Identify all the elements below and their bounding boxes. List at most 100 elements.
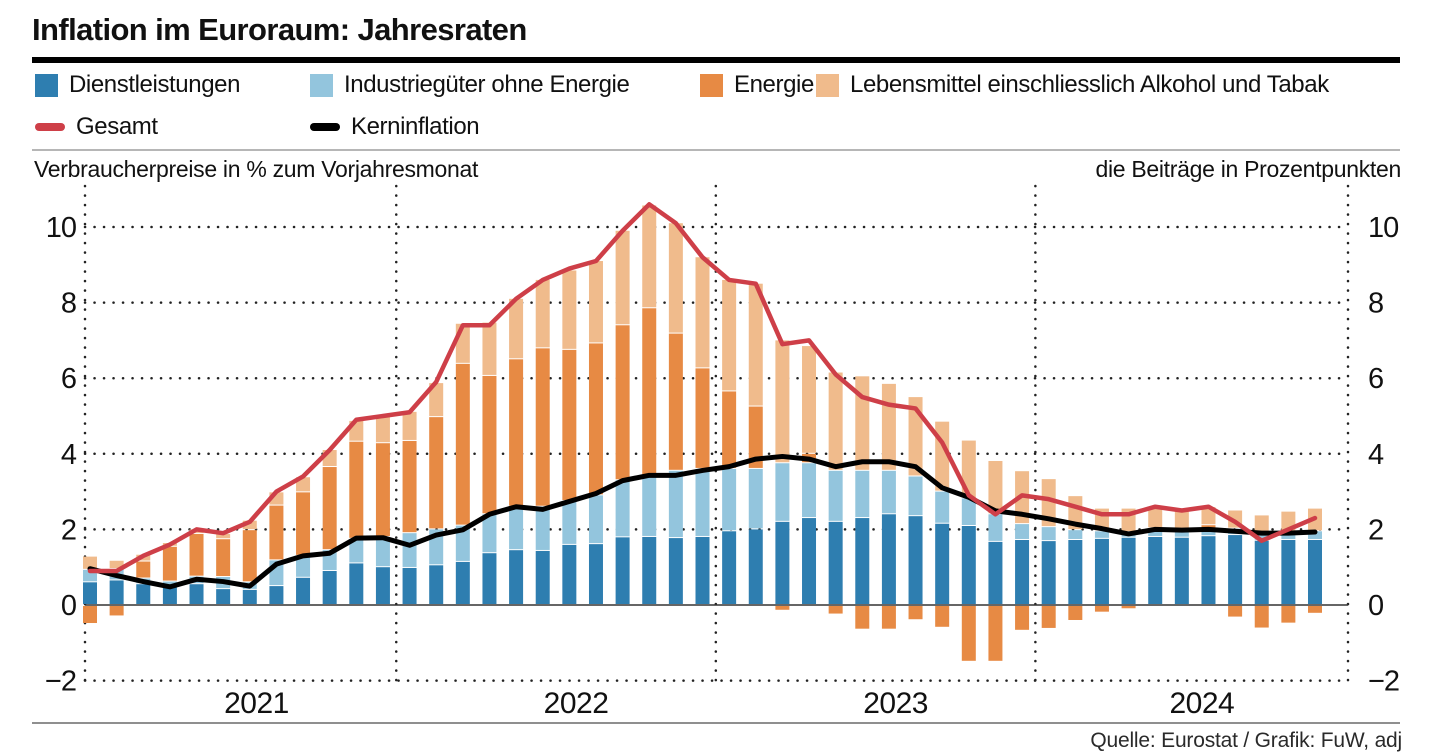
- bar-segment: [562, 270, 577, 349]
- bar-segment: [722, 279, 737, 391]
- legend-label: Energie: [734, 71, 814, 98]
- total-line-swatch-icon: [35, 123, 65, 131]
- y-tick-label: 4: [61, 439, 77, 471]
- legend-item-dienstleistungen: Dienstleistungen: [35, 71, 240, 98]
- bar-segment: [1174, 510, 1189, 530]
- core-line-swatch-icon: [310, 123, 340, 131]
- gridlines-group: [83, 184, 1350, 682]
- bar-segment: [402, 567, 417, 604]
- bar-segment: [482, 514, 497, 553]
- bar-segment: [162, 581, 177, 586]
- year-label: 2022: [544, 687, 609, 720]
- bar-segment-negative: [1041, 606, 1056, 628]
- bar-segment: [429, 383, 444, 417]
- bar-segment: [1015, 539, 1030, 604]
- bar-segment: [509, 506, 524, 550]
- bar-segment: [908, 476, 923, 516]
- y-tick-label: −2: [1368, 666, 1399, 698]
- bar-segment: [908, 397, 923, 476]
- bar-segment: [961, 440, 976, 498]
- bar-segment: [802, 346, 817, 453]
- bar-segment: [429, 417, 444, 529]
- bar-segment: [961, 525, 976, 604]
- bar-segment: [402, 440, 417, 533]
- bar-segment: [935, 523, 950, 604]
- bar-segment: [1015, 524, 1030, 539]
- y-tick-label: 8: [1368, 288, 1383, 320]
- bar-segment: [349, 538, 364, 563]
- bar-segment: [935, 491, 950, 523]
- title-rule: [32, 57, 1400, 63]
- bar-segment: [1094, 538, 1109, 604]
- legend-label: Industriegüter ohne Energie: [344, 71, 630, 98]
- bar-segment-negative: [83, 606, 97, 624]
- bar-segment: [1041, 527, 1056, 541]
- bar-segment: [1174, 537, 1189, 604]
- bar-segment: [562, 349, 577, 501]
- bar-segment: [1201, 530, 1216, 536]
- bar-segment: [455, 363, 470, 525]
- bar-segment: [242, 520, 257, 530]
- bar-segment: [535, 348, 550, 506]
- y-tick-label: −2: [45, 666, 76, 698]
- bar-segment: [455, 525, 470, 561]
- legend-label: Gesamt: [76, 113, 158, 140]
- bar-segment: [509, 298, 524, 359]
- bar-segment-negative: [1094, 606, 1109, 612]
- bar-segment: [828, 521, 843, 604]
- bar-segment: [695, 368, 710, 468]
- x-axis-years: 2021 2022 2023 2024: [224, 687, 1235, 720]
- bar-segment-negative: [1254, 606, 1269, 628]
- year-label: 2021: [224, 687, 289, 720]
- bar-segment-negative: [881, 606, 896, 629]
- bar-segment: [535, 279, 550, 348]
- bar-segment: [216, 533, 231, 539]
- bar-segment: [775, 521, 790, 604]
- bar-segment: [482, 375, 497, 514]
- bar-segment: [642, 205, 657, 308]
- y-tick-label: 0: [61, 590, 76, 622]
- kerninflation-line: [87, 453, 1318, 590]
- bar-segment-negative: [1308, 606, 1322, 613]
- bar-segment: [1068, 530, 1083, 539]
- inflation-chart: 10 8 6 4 2 0 −2 10 8 6 4 2 0 −2 2021 2022 2023 2024: [45, 184, 1400, 720]
- bar-segment: [881, 383, 896, 470]
- bar-segment: [1148, 507, 1163, 528]
- bar-segment: [189, 584, 204, 604]
- year-label: 2024: [1169, 687, 1234, 720]
- bar-segment: [1174, 531, 1189, 537]
- y-tick-label: 6: [61, 363, 76, 395]
- energy-swatch-icon: [700, 73, 723, 97]
- bar-segment: [615, 480, 630, 537]
- bar-segment: [296, 555, 311, 577]
- bar-segment: [509, 359, 524, 506]
- bar-segment-negative: [988, 606, 1003, 661]
- right-axis-caption: die Beiträge in Prozentpunkten: [1095, 156, 1401, 182]
- bar-segment-negative: [1068, 606, 1083, 620]
- bar-segment: [1254, 540, 1269, 604]
- legend-label: Lebensmittel einschliesslich Alkohol und…: [850, 71, 1329, 98]
- y-axis-right: 10 8 6 4 2 0 −2: [1368, 212, 1400, 698]
- y-tick-label: 10: [46, 212, 76, 244]
- y-tick-label: 2: [1368, 514, 1383, 546]
- bottom-rule: [32, 722, 1400, 724]
- goods-swatch-icon: [310, 73, 333, 97]
- bar-segment: [322, 570, 337, 604]
- page-title: Inflation im Euroraum: Jahresraten: [32, 12, 527, 47]
- bar-segment: [562, 544, 577, 604]
- legend-item-energie: Energie: [700, 71, 814, 98]
- bar-segment: [988, 514, 1003, 541]
- bar-segment-negative: [1228, 606, 1243, 617]
- bar-segment-negative: [1121, 606, 1136, 609]
- bar-segment: [296, 577, 311, 604]
- bar-segment-negative: [1015, 606, 1030, 630]
- bar-segment-negative: [775, 606, 790, 610]
- y-tick-label: 2: [61, 514, 76, 546]
- bar-segment: [1041, 541, 1056, 604]
- bar-segment: [1281, 539, 1296, 604]
- bar-segment-negative: [935, 606, 950, 627]
- bar-segment: [588, 495, 603, 544]
- bar-segment: [828, 372, 843, 470]
- bar-segment: [216, 589, 231, 604]
- bar-segment: [562, 501, 577, 544]
